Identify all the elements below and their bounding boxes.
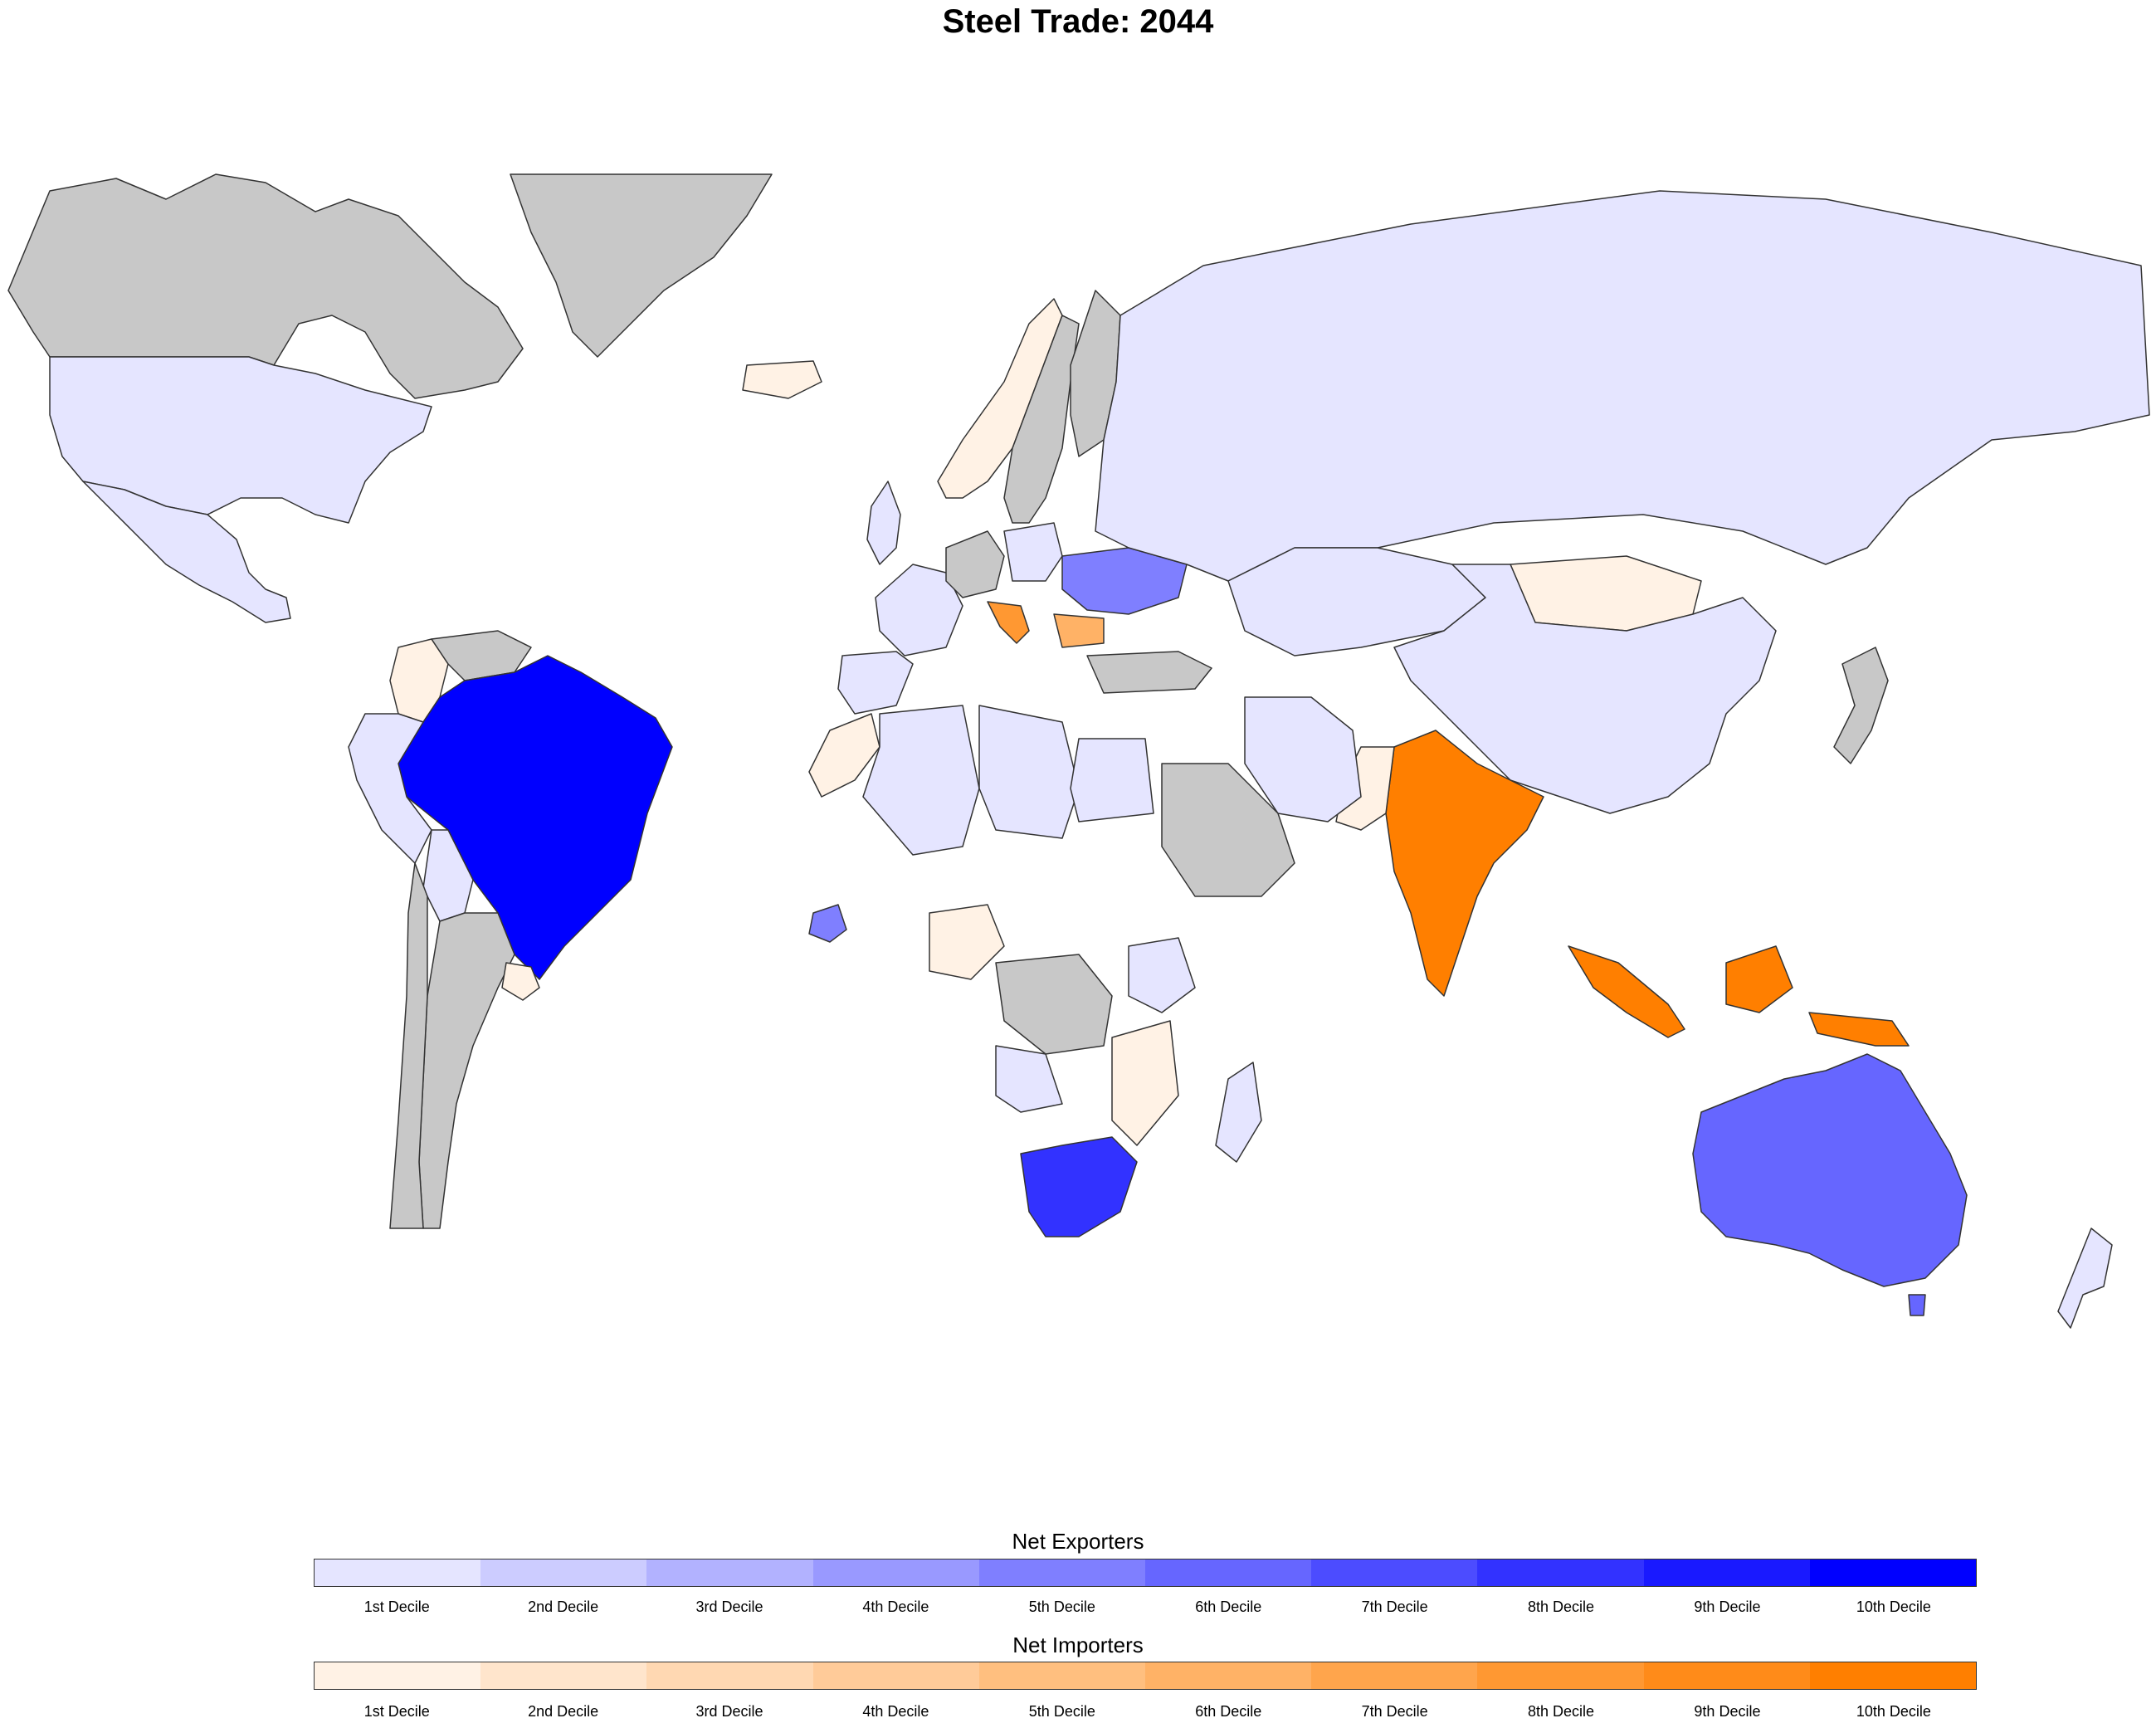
- country-india: [1385, 730, 1544, 997]
- country-new-zealand: [2057, 1228, 2113, 1329]
- country-morocco: [808, 713, 880, 798]
- importers-decile-label: 4th Decile: [862, 1703, 929, 1720]
- country-iceland: [742, 360, 822, 399]
- exporters-swatch-1: [315, 1559, 481, 1586]
- country-mexico: [82, 481, 291, 623]
- country-kenya: [1128, 937, 1196, 1013]
- importers-decile-label: 3rd Decile: [695, 1703, 763, 1720]
- exporters-decile-label: 5th Decile: [1028, 1599, 1095, 1615]
- importers-swatch-5: [978, 1662, 1146, 1689]
- exporters-legend-labels: 1st Decile 2nd Decile 3rd Decile 4th Decile…: [314, 1599, 1977, 1616]
- exporters-swatch-5: [978, 1559, 1146, 1586]
- exporters-swatch-8: [1477, 1559, 1644, 1586]
- importers-legend-title: Net Importers: [1012, 1633, 1144, 1657]
- importers-decile-label: 6th Decile: [1195, 1703, 1262, 1720]
- exporters-swatch-2: [480, 1559, 647, 1586]
- country-indonesia: [1568, 945, 1910, 1047]
- exporters-decile-label: 10th Decile: [1856, 1599, 1931, 1615]
- exporters-legend-title: Net Exporters: [1012, 1529, 1144, 1554]
- country-china: [1393, 564, 1777, 814]
- world-map: [7, 173, 2150, 1329]
- country-libya: [978, 705, 1080, 839]
- country-spain: [837, 651, 914, 715]
- exporters-swatch-7: [1311, 1559, 1478, 1586]
- importers-swatch-4: [812, 1662, 979, 1689]
- map-title: Steel Trade: 2044: [942, 3, 1214, 40]
- country-nigeria: [929, 904, 1005, 980]
- country-poland: [1003, 522, 1063, 582]
- importers-swatch-6: [1145, 1662, 1312, 1689]
- country-france: [875, 564, 963, 656]
- importers-decile-label: 8th Decile: [1528, 1703, 1595, 1720]
- exporters-decile-label: 9th Decile: [1694, 1599, 1761, 1615]
- country-argentina: [418, 912, 515, 1229]
- exporters-decile-label: 7th Decile: [1361, 1599, 1428, 1615]
- country-democratic-republic-of-the-congo: [995, 954, 1113, 1055]
- exporters-decile-label: 2nd Decile: [528, 1599, 599, 1615]
- importers-decile-label: 9th Decile: [1694, 1703, 1761, 1720]
- importers-decile-label: 10th Decile: [1856, 1703, 1931, 1720]
- exporters-swatch-9: [1643, 1559, 1810, 1586]
- country-turkey: [1086, 651, 1212, 694]
- exporters-color-bar: [314, 1559, 1977, 1587]
- country-united-kingdom: [866, 481, 901, 565]
- country-south-africa: [1020, 1136, 1138, 1237]
- exporters-decile-label: 6th Decile: [1195, 1599, 1262, 1615]
- country-chile: [389, 862, 428, 1229]
- country-bulgaria: [1053, 613, 1105, 648]
- exporters-decile-label: 4th Decile: [862, 1599, 929, 1615]
- exporters-decile-label: 3rd Decile: [695, 1599, 763, 1615]
- importers-swatch-10: [1809, 1662, 1977, 1689]
- importers-legend-labels: 1st Decile 2nd Decile 3rd Decile 4th Decile…: [314, 1703, 1977, 1721]
- country-japan: [1833, 647, 1889, 764]
- exporters-swatch-3: [646, 1559, 813, 1586]
- country-madagascar: [1215, 1062, 1262, 1163]
- country-uruguay: [501, 962, 540, 1001]
- importers-decile-label: 2nd Decile: [528, 1703, 599, 1720]
- country-russia: [1095, 190, 2150, 582]
- country-mozambique: [1111, 1020, 1179, 1146]
- exporters-swatch-10: [1809, 1559, 1977, 1586]
- importers-swatch-1: [315, 1662, 481, 1689]
- importers-swatch-7: [1311, 1662, 1478, 1689]
- country-croatia: [987, 601, 1030, 644]
- importers-swatch-9: [1643, 1662, 1810, 1689]
- importers-swatch-2: [480, 1662, 647, 1689]
- importers-decile-label: 7th Decile: [1361, 1703, 1428, 1720]
- country-egypt: [1070, 738, 1154, 822]
- exporters-swatch-6: [1145, 1559, 1312, 1586]
- country-algeria: [862, 705, 980, 856]
- importers-decile-label: 5th Decile: [1028, 1703, 1095, 1720]
- exporters-decile-label: 1st Decile: [363, 1599, 430, 1615]
- importers-decile-label: 1st Decile: [363, 1703, 430, 1720]
- country-iran: [1244, 696, 1362, 822]
- country-greenland: [510, 173, 773, 358]
- country-germany: [945, 530, 1005, 598]
- importers-color-bar: [314, 1662, 1977, 1690]
- country-angola: [995, 1045, 1063, 1113]
- exporters-swatch-4: [812, 1559, 979, 1586]
- country-saudi-arabia: [1161, 763, 1295, 897]
- importers-swatch-8: [1477, 1662, 1644, 1689]
- importers-swatch-3: [646, 1662, 813, 1689]
- exporters-decile-label: 8th Decile: [1528, 1599, 1595, 1615]
- country-australia: [1692, 1053, 1968, 1316]
- country-guinea: [808, 904, 847, 943]
